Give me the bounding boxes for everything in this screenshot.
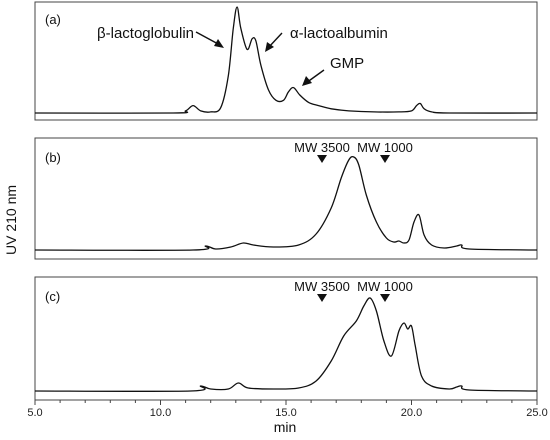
annotation-gmp: GMP [330, 55, 364, 72]
marker-label-mw3500-b: MW 3500 [294, 140, 350, 155]
x-tick-label: 10.0 [150, 407, 171, 419]
marker-label-mw1000-c: MW 1000 [357, 279, 413, 294]
marker-label-mw1000-b: MW 1000 [357, 140, 413, 155]
x-tick-label: 15.0 [275, 407, 296, 419]
panel-frame-c [34, 276, 538, 401]
marker-label-mw3500-c: MW 3500 [294, 279, 350, 294]
marker-triangle-mw1000-c [380, 294, 390, 302]
marker-triangle-mw1000-b [380, 155, 390, 163]
panel-frame-a [34, 1, 538, 121]
x-axis-title: min [274, 419, 297, 435]
x-axis: 5.0 10.0 15.0 20.0 25.0 [27, 400, 548, 419]
x-tick-label: 25.0 [526, 407, 547, 419]
panel-label-a: (a) [45, 12, 61, 27]
arrowhead-alpha-lactoalbumin [265, 42, 274, 52]
annotation-alpha-lactoalbumin: α-lactoalbumin [290, 25, 388, 42]
marker-triangle-mw3500-c [317, 294, 327, 302]
arrowhead-beta-lactoglobulin [214, 39, 224, 48]
arrowhead-gmp [302, 76, 312, 86]
y-axis-title: UV 210 nm [3, 185, 19, 255]
chromatogram-trace-c [34, 297, 538, 393]
panel-label-c: (c) [45, 289, 60, 304]
chromatogram-trace-a [34, 6, 538, 114]
chromatogram-trace-b [34, 155, 538, 251]
panel-label-b: (b) [45, 150, 61, 165]
x-tick-label: 5.0 [27, 407, 42, 419]
panel-frame-b [34, 137, 538, 260]
x-tick-label: 20.0 [401, 407, 422, 419]
annotation-beta-lactoglobulin: β-lactoglobulin [97, 25, 194, 42]
marker-triangle-mw3500-b [317, 155, 327, 163]
